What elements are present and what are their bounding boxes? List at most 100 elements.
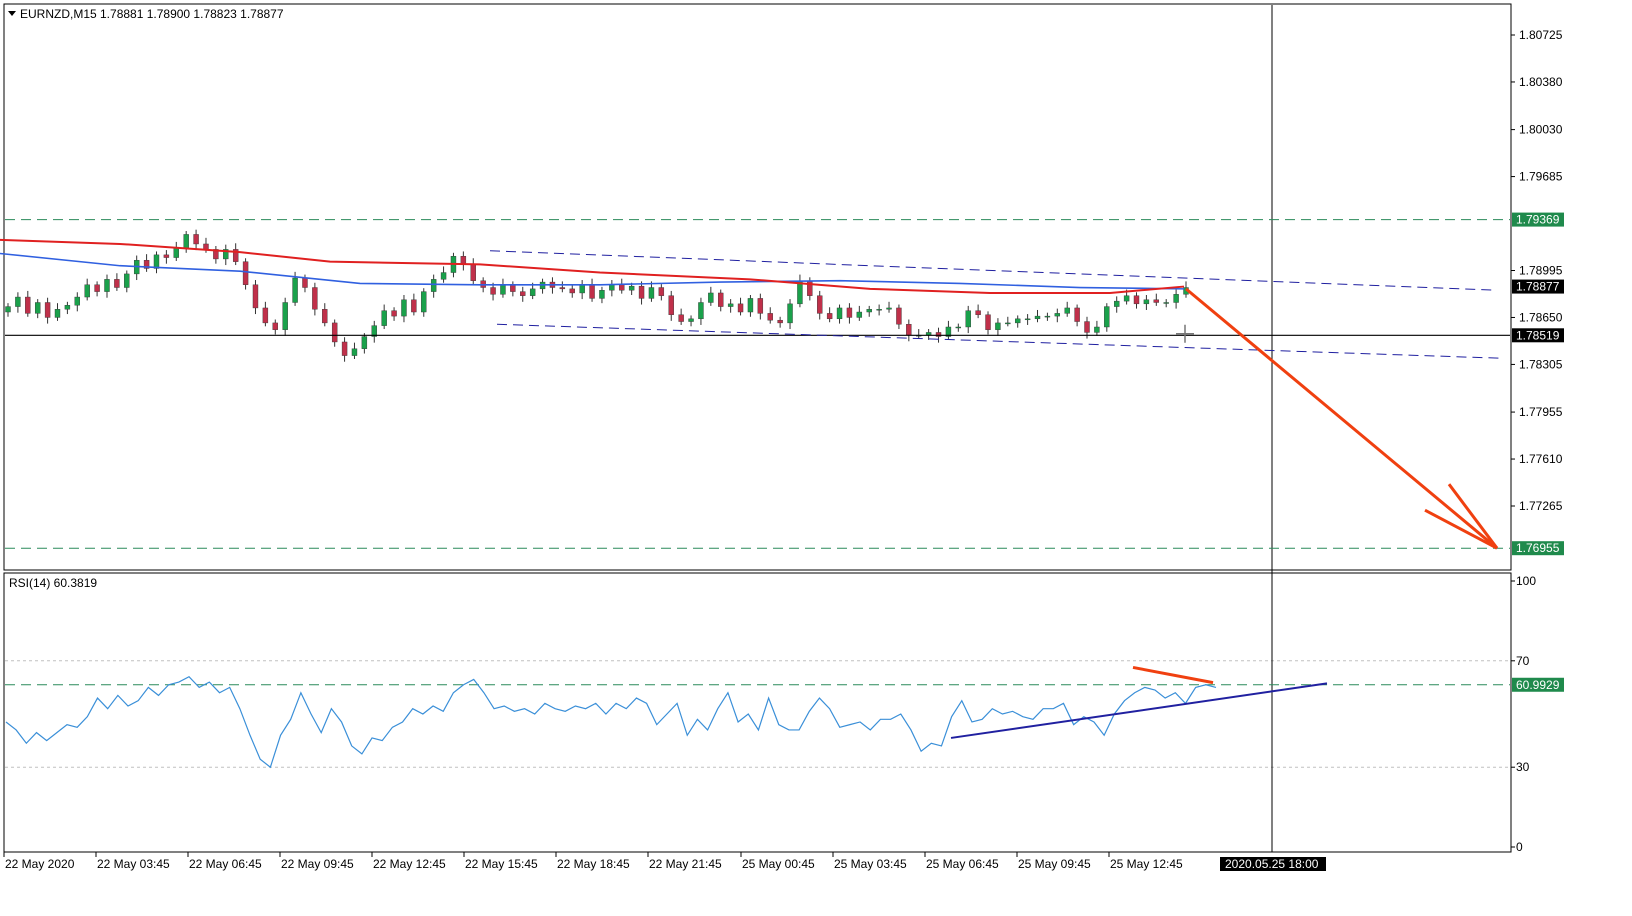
candle-bear bbox=[331, 322, 338, 343]
candle-bear bbox=[252, 284, 259, 309]
crosshair-time-tag bbox=[1220, 857, 1326, 871]
candle-bull bbox=[440, 272, 447, 280]
candle-bear bbox=[520, 291, 526, 296]
candle-bear bbox=[1074, 307, 1080, 322]
candle-bull bbox=[104, 279, 110, 292]
rsi-axis-label: 30 bbox=[1516, 760, 1530, 774]
candle-bull bbox=[747, 298, 754, 313]
candle-bull bbox=[866, 309, 872, 313]
symbol-header: EURNZD,M15 1.78881 1.78900 1.78823 1.788… bbox=[20, 7, 284, 21]
candle-bear bbox=[807, 280, 813, 296]
candle-bull bbox=[223, 249, 229, 260]
candle-bear bbox=[1084, 321, 1090, 333]
candle-bull bbox=[628, 285, 635, 291]
candle-bear bbox=[272, 322, 278, 330]
candle-bull bbox=[1123, 295, 1130, 302]
candle-bear bbox=[718, 292, 724, 307]
moving-average-red bbox=[0, 238, 1185, 294]
rsi-panel[interactable] bbox=[3, 572, 1512, 853]
candle-bull bbox=[15, 296, 21, 307]
candle-bull bbox=[282, 302, 288, 330]
candle-bear bbox=[94, 284, 100, 292]
candle-bear bbox=[203, 243, 209, 250]
candle-bear bbox=[312, 287, 318, 310]
candle-bull bbox=[1044, 315, 1051, 318]
candle-bull bbox=[708, 292, 714, 303]
candle-bear bbox=[193, 234, 199, 245]
candle-bear bbox=[114, 279, 120, 288]
rsi-trendline-red bbox=[1132, 665, 1214, 685]
time-axis-label: 25 May 00:45 bbox=[742, 857, 815, 871]
candle-bear bbox=[896, 307, 902, 325]
candle-bear bbox=[302, 277, 308, 288]
candle-bear bbox=[163, 254, 170, 258]
time-axis-label: 22 May 15:45 bbox=[465, 857, 538, 871]
dropdown-triangle-icon[interactable] bbox=[8, 11, 16, 16]
candle-bear bbox=[470, 264, 476, 281]
candle-bull bbox=[173, 247, 179, 258]
candle-bull bbox=[421, 291, 427, 313]
candle-bull bbox=[74, 296, 80, 306]
candle-bull bbox=[183, 234, 189, 249]
candle-bull bbox=[401, 299, 407, 317]
rsi-axis-label: 100 bbox=[1516, 574, 1536, 588]
time-axis-label: 22 May 12:45 bbox=[373, 857, 446, 871]
candle-bull bbox=[1024, 318, 1031, 321]
candle-bull bbox=[153, 254, 160, 269]
price-axis-label: 1.77610 bbox=[1519, 452, 1563, 466]
price-axis-label: 1.79685 bbox=[1519, 170, 1563, 184]
candle-bull bbox=[609, 284, 615, 291]
candle-bull bbox=[34, 302, 41, 314]
time-axis-label: 25 May 06:45 bbox=[926, 857, 999, 871]
candle-bull bbox=[1163, 302, 1169, 304]
forecast-arrow-head bbox=[1447, 483, 1499, 550]
channel-upper-line bbox=[489, 250, 1497, 291]
candle-bull bbox=[886, 307, 892, 310]
candle-bull bbox=[1094, 326, 1100, 333]
candle-bull bbox=[1104, 306, 1110, 328]
candle-bull bbox=[688, 318, 694, 322]
candle-bull bbox=[371, 325, 377, 337]
candle-bear bbox=[559, 287, 566, 290]
candle-bear bbox=[777, 319, 783, 324]
time-axis-label: 22 May 21:45 bbox=[649, 857, 722, 871]
price-axis-label: 1.80725 bbox=[1519, 28, 1563, 42]
forecast-arrow-shaft bbox=[1185, 287, 1498, 550]
candle-bear bbox=[569, 288, 575, 294]
candle-bear bbox=[826, 313, 833, 320]
level-tag-label: 1.78519 bbox=[1516, 328, 1560, 342]
candle-bull bbox=[727, 303, 734, 307]
time-axis-label: 25 May 12:45 bbox=[1110, 857, 1183, 871]
candle-bull bbox=[381, 310, 387, 326]
candle-bull bbox=[64, 305, 71, 310]
price-panel[interactable] bbox=[3, 3, 1512, 571]
candle-bear bbox=[411, 299, 417, 313]
price-axis-label: 1.80030 bbox=[1519, 123, 1563, 137]
candle-bear bbox=[589, 284, 595, 299]
candle-bull bbox=[361, 336, 368, 349]
rsi-trendline-blue bbox=[950, 682, 1328, 739]
rsi-axis-label: 70 bbox=[1516, 654, 1530, 668]
price-axis-label: 1.78995 bbox=[1519, 264, 1563, 278]
candle-bull bbox=[1114, 300, 1120, 307]
candle-bull bbox=[1015, 318, 1021, 324]
candle-bear bbox=[391, 310, 397, 317]
candle-bull bbox=[579, 284, 585, 294]
candle-bear bbox=[25, 296, 31, 314]
candle-bull bbox=[124, 273, 130, 288]
candle-bear bbox=[1133, 295, 1140, 305]
candle-bear bbox=[262, 307, 269, 324]
candle-bear bbox=[906, 324, 912, 336]
candle-bull bbox=[1034, 315, 1041, 320]
candle-bear bbox=[232, 249, 239, 262]
candle-bear bbox=[935, 332, 942, 337]
candle-bull bbox=[351, 348, 358, 356]
candle-bear bbox=[668, 295, 674, 315]
current-price-tag bbox=[1512, 279, 1564, 294]
level-tag-black bbox=[1512, 328, 1564, 343]
candle-bear bbox=[678, 314, 684, 322]
candle-bull bbox=[54, 309, 61, 318]
time-axis-label: 25 May 03:45 bbox=[834, 857, 907, 871]
rsi-level-tag bbox=[1512, 677, 1564, 692]
